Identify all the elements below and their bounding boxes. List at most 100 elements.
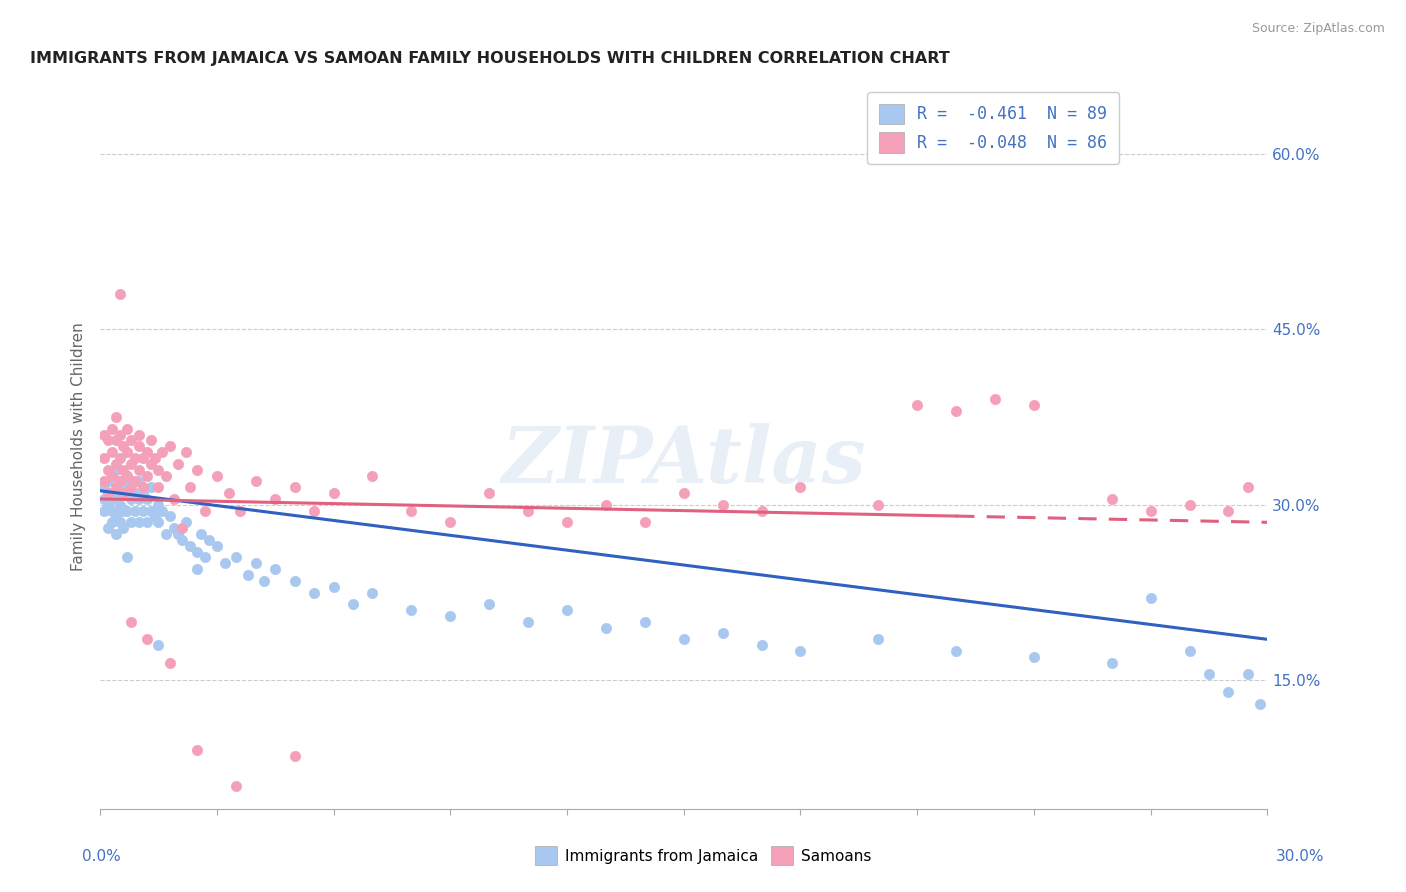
Point — [236, 568, 259, 582]
Point — [108, 427, 131, 442]
Point — [135, 516, 157, 530]
Point — [174, 516, 197, 530]
Point — [132, 450, 155, 465]
Point — [150, 445, 173, 459]
Point — [186, 743, 208, 757]
Point — [135, 445, 157, 459]
Point — [194, 503, 217, 517]
Point — [124, 503, 146, 517]
Point — [120, 457, 142, 471]
Point — [342, 597, 364, 611]
Point — [186, 562, 208, 576]
Point — [101, 516, 124, 530]
Point — [711, 626, 734, 640]
Y-axis label: Family Households with Children: Family Households with Children — [72, 322, 86, 571]
Point — [672, 632, 695, 647]
Point — [245, 556, 267, 570]
Point — [117, 550, 139, 565]
Text: IMMIGRANTS FROM JAMAICA VS SAMOAN FAMILY HOUSEHOLDS WITH CHILDREN CORRELATION CH: IMMIGRANTS FROM JAMAICA VS SAMOAN FAMILY… — [30, 51, 950, 66]
Point — [170, 533, 193, 547]
Point — [672, 486, 695, 500]
Point — [120, 475, 142, 489]
Point — [93, 450, 115, 465]
Point — [1218, 503, 1240, 517]
Point — [163, 521, 186, 535]
Point — [302, 585, 325, 599]
Point — [1139, 503, 1161, 517]
Point — [108, 450, 131, 465]
Point — [148, 463, 170, 477]
Point — [97, 498, 120, 512]
Point — [179, 539, 201, 553]
Point — [135, 491, 157, 506]
Point — [868, 498, 890, 512]
Point — [198, 533, 221, 547]
Point — [205, 539, 228, 553]
Point — [439, 516, 461, 530]
Point — [117, 445, 139, 459]
Point — [517, 615, 540, 629]
Point — [555, 516, 578, 530]
Point — [104, 409, 127, 424]
Point — [284, 574, 307, 588]
Point — [124, 475, 146, 489]
Point — [252, 574, 274, 588]
Point — [229, 503, 252, 517]
Point — [112, 486, 135, 500]
Point — [595, 621, 617, 635]
Point — [401, 503, 423, 517]
Point — [159, 439, 181, 453]
Point — [214, 556, 236, 570]
Point — [361, 468, 384, 483]
Point — [439, 609, 461, 624]
Point — [97, 475, 120, 489]
Point — [139, 457, 162, 471]
Point — [117, 486, 139, 500]
Point — [124, 486, 146, 500]
Point — [104, 434, 127, 448]
Point — [284, 749, 307, 764]
Point — [322, 486, 344, 500]
Point — [93, 480, 115, 494]
Point — [120, 480, 142, 494]
Point — [1022, 398, 1045, 412]
Point — [104, 509, 127, 524]
Point — [1178, 644, 1201, 658]
Point — [108, 498, 131, 512]
Point — [135, 632, 157, 647]
Point — [1249, 697, 1271, 711]
Point — [108, 287, 131, 301]
Point — [302, 503, 325, 517]
Point — [101, 468, 124, 483]
Point — [101, 503, 124, 517]
Point — [905, 398, 928, 412]
Point — [179, 480, 201, 494]
Point — [128, 491, 150, 506]
Point — [120, 491, 142, 506]
Point — [751, 503, 773, 517]
Point — [97, 486, 120, 500]
Point — [868, 632, 890, 647]
Text: Source: ZipAtlas.com: Source: ZipAtlas.com — [1251, 22, 1385, 36]
Point — [148, 638, 170, 652]
Point — [112, 503, 135, 517]
Point — [101, 422, 124, 436]
Point — [124, 450, 146, 465]
Point — [97, 434, 120, 448]
Point — [174, 445, 197, 459]
Point — [150, 503, 173, 517]
Text: 0.0%: 0.0% — [82, 849, 121, 864]
Point — [101, 468, 124, 483]
Point — [128, 427, 150, 442]
Point — [112, 480, 135, 494]
Point — [167, 457, 190, 471]
Point — [112, 521, 135, 535]
Point — [1237, 480, 1260, 494]
Point — [555, 603, 578, 617]
Point — [163, 491, 186, 506]
Point — [401, 603, 423, 617]
Point — [104, 463, 127, 477]
Point — [148, 480, 170, 494]
Point — [93, 427, 115, 442]
Point — [984, 392, 1007, 407]
